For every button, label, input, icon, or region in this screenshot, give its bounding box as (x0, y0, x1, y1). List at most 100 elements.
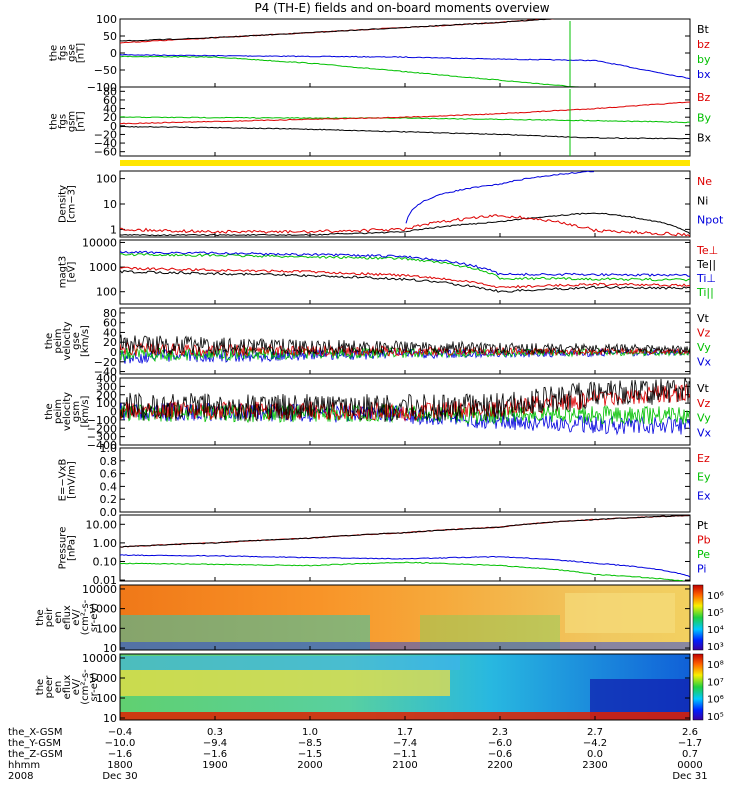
ephemeris-value: −0.4 (108, 727, 132, 738)
y-axis-label: fgs (58, 114, 69, 129)
ephemeris-value: 0.3 (207, 727, 223, 738)
legend-vx-label: Vx (697, 356, 712, 369)
legend-by-label: by (697, 53, 711, 66)
y-axis-label: peim (53, 399, 64, 424)
series-line-ne (120, 214, 690, 237)
series-line-by (120, 55, 584, 87)
y-tick-label: 10 (103, 712, 117, 725)
y-tick-label: 0.2 (100, 493, 118, 506)
panels-group: 100500−50−100thefgsgse[nT]Btbzbybx806040… (35, 13, 724, 725)
y-axis-label: [nT] (76, 111, 87, 131)
ion-spectrogram-hot-region (565, 593, 675, 633)
legend-pi-label: Pi (697, 563, 706, 576)
panel-frame (119, 18, 691, 88)
y-tick-label: 100 (96, 173, 117, 186)
series-line-bt (120, 19, 555, 42)
ephemeris-row-label: the_X-GSM (8, 727, 62, 738)
series-line-pi (120, 554, 690, 578)
ephemeris-value: −1.6 (108, 749, 132, 760)
y-axis-label: sr-eV) (89, 603, 100, 632)
legend-vx-label: Vx (697, 426, 712, 439)
ephemeris-value: −4.2 (583, 738, 607, 749)
ephemeris-row-label: hhmm (8, 760, 40, 771)
legend-pb-label: Pb (697, 534, 711, 547)
panel-frame (119, 447, 691, 513)
y-tick-label: 80 (103, 85, 117, 98)
y-tick-label: −20 (94, 356, 117, 369)
legend-by-label: By (697, 111, 712, 124)
ephemeris-value: −1.1 (393, 749, 417, 760)
y-tick-label: −300 (87, 431, 117, 444)
y-axis-label: velocity (62, 392, 73, 431)
ephemeris-value: −0.6 (488, 749, 512, 760)
legend-npot-label: Npot (697, 214, 724, 227)
ephemeris-value: 2.6 (682, 727, 698, 738)
ephemeris-value: −9.4 (203, 738, 227, 749)
y-tick-label: 40 (103, 103, 117, 116)
ephemeris-value: −6.0 (488, 738, 512, 749)
y-axis-label: [nT] (76, 43, 87, 63)
legend-ni-label: Ni (697, 194, 708, 207)
y-tick-label: 60 (103, 94, 117, 107)
ephemeris-value: −1.7 (678, 738, 702, 749)
ephemeris-value: 2200 (487, 760, 512, 771)
series-group (120, 171, 690, 237)
legend-pt-label: Pt (697, 519, 709, 532)
series-group (120, 19, 690, 87)
ephemeris-value: 2300 (582, 760, 607, 771)
y-axis-label: the (49, 45, 60, 61)
ephemeris-value: 1900 (202, 760, 227, 771)
ephemeris-date-end: Dec 31 (672, 771, 707, 782)
y-tick-label: 200 (96, 389, 117, 402)
ephemeris-value: 2000 (297, 760, 322, 771)
series-line-by (120, 116, 690, 124)
colorbar-tick-label: 10⁶ (707, 591, 724, 602)
electron-spectrogram-yellow-band (120, 670, 450, 696)
y-tick-label: 0 (110, 120, 117, 133)
y-tick-label: 300 (96, 380, 117, 393)
panel-ion-spectrogram: 10000 1000 100 10 thepeirenefluxeV/(cm²-s-sr… (35, 583, 724, 655)
y-axis-label: eV/ (71, 678, 82, 695)
y-tick-label: 100 (96, 13, 117, 26)
y-tick-label: 0.10 (93, 555, 118, 568)
panel-temperature: 10000 1000 100 magt3[eV] Te⊥Te||Ti⊥Ti|| (58, 236, 718, 305)
figure-title: P4 (TH-E) fields and on-board moments ov… (254, 1, 549, 15)
y-tick-label: 0.01 (93, 574, 118, 587)
ephemeris-value: 0.0 (587, 749, 603, 760)
series-line-bz (120, 101, 690, 125)
y-axis-label: en (53, 681, 64, 694)
ephemeris-value: −10.0 (105, 738, 136, 749)
y-tick-label: 1000 (89, 261, 117, 274)
legend-ez-label: Ez (697, 452, 710, 465)
series-line-vt (120, 378, 690, 422)
legend-bt-label: Bt (697, 23, 710, 36)
colorbar-tick-label: 10⁷ (707, 677, 724, 688)
legend-ti-label: Ti⊥ (696, 272, 716, 285)
y-tick-label: 0.4 (100, 480, 118, 493)
y-tick-label: −20 (94, 128, 117, 141)
series-group (120, 378, 690, 436)
colorbar-tick-label: 10⁴ (707, 625, 724, 636)
y-tick-label: 0 (110, 346, 117, 359)
y-tick-label: 20 (103, 336, 117, 349)
ephemeris-value: −7.4 (393, 738, 417, 749)
y-tick-label: 1000 (89, 603, 117, 616)
legend-vz-label: Vz (697, 397, 711, 410)
y-axis-label: Pressure (58, 527, 69, 570)
colorbar-tick-label: 10⁸ (707, 660, 724, 671)
y-tick-label: 100 (96, 397, 117, 410)
electron-spectrogram-upper-band (120, 656, 460, 670)
y-axis-label: [eV] (67, 262, 78, 283)
legend-te-label: Te|| (696, 258, 716, 271)
ephemeris-value: 2.3 (492, 727, 508, 738)
y-tick-label: −100 (87, 81, 117, 94)
legend-ey-label: Ey (697, 471, 711, 484)
y-tick-label: 1 (110, 223, 117, 236)
y-axis-label: eV/ (71, 609, 82, 626)
ephemeris-value: −1.6 (203, 749, 227, 760)
y-tick-label: −40 (94, 137, 117, 150)
y-axis-label: en (53, 611, 64, 624)
